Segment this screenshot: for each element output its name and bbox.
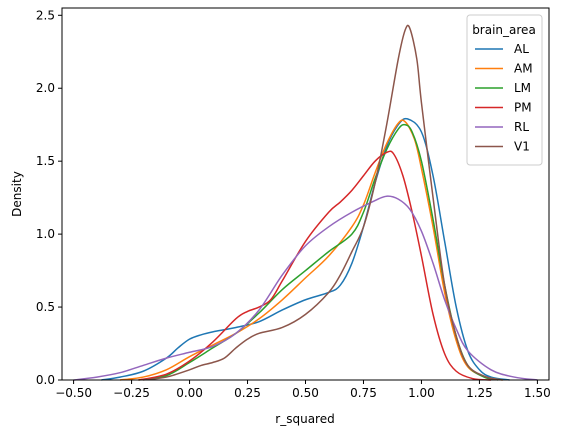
y-tick-label: 1.0 <box>36 227 55 241</box>
x-tick-label: 0.00 <box>176 386 203 400</box>
legend-label-rl: RL <box>514 120 529 134</box>
y-tick-label: 2.5 <box>36 8 55 22</box>
y-tick-label: 0.5 <box>36 300 55 314</box>
series-line-rl <box>73 195 538 381</box>
legend-label-al: AL <box>514 42 529 56</box>
legend-label-v1: V1 <box>514 140 530 154</box>
series-line-v1 <box>143 24 503 381</box>
series-line-al <box>101 117 510 381</box>
x-tick-label: 1.00 <box>408 386 435 400</box>
series-line-lm <box>138 123 499 381</box>
series-line-am <box>119 119 503 381</box>
y-axis: 0.0 0.5 1.0 1.5 2.0 2.5 <box>36 8 62 387</box>
x-tick-label: 0.75 <box>350 386 377 400</box>
x-tick-label: 1.50 <box>524 386 551 400</box>
legend: brain_area AL AM LM PM RL V1 <box>466 14 543 166</box>
series-line-pm <box>138 150 492 381</box>
y-tick-label: 2.0 <box>36 81 55 95</box>
x-axis: −0.50 −0.25 0.00 0.25 0.50 0.75 1.00 1.25 1.50 <box>55 380 551 400</box>
x-tick-label: 0.25 <box>234 386 261 400</box>
legend-label-lm: LM <box>514 81 531 95</box>
y-axis-label: Density <box>10 171 24 217</box>
x-tick-label: 1.25 <box>466 386 493 400</box>
curves-layer <box>73 24 538 381</box>
legend-title: brain_area <box>472 23 536 37</box>
x-tick-label: −0.50 <box>55 386 92 400</box>
x-tick-label: 0.50 <box>292 386 319 400</box>
x-axis-label: r_squared <box>275 412 334 426</box>
y-tick-label: 1.5 <box>36 154 55 168</box>
legend-label-am: AM <box>514 62 533 76</box>
y-tick-label: 0.0 <box>36 373 55 387</box>
legend-entries: AL AM LM PM RL V1 <box>475 42 533 154</box>
legend-label-pm: PM <box>514 101 532 115</box>
x-tick-label: −0.25 <box>113 386 150 400</box>
